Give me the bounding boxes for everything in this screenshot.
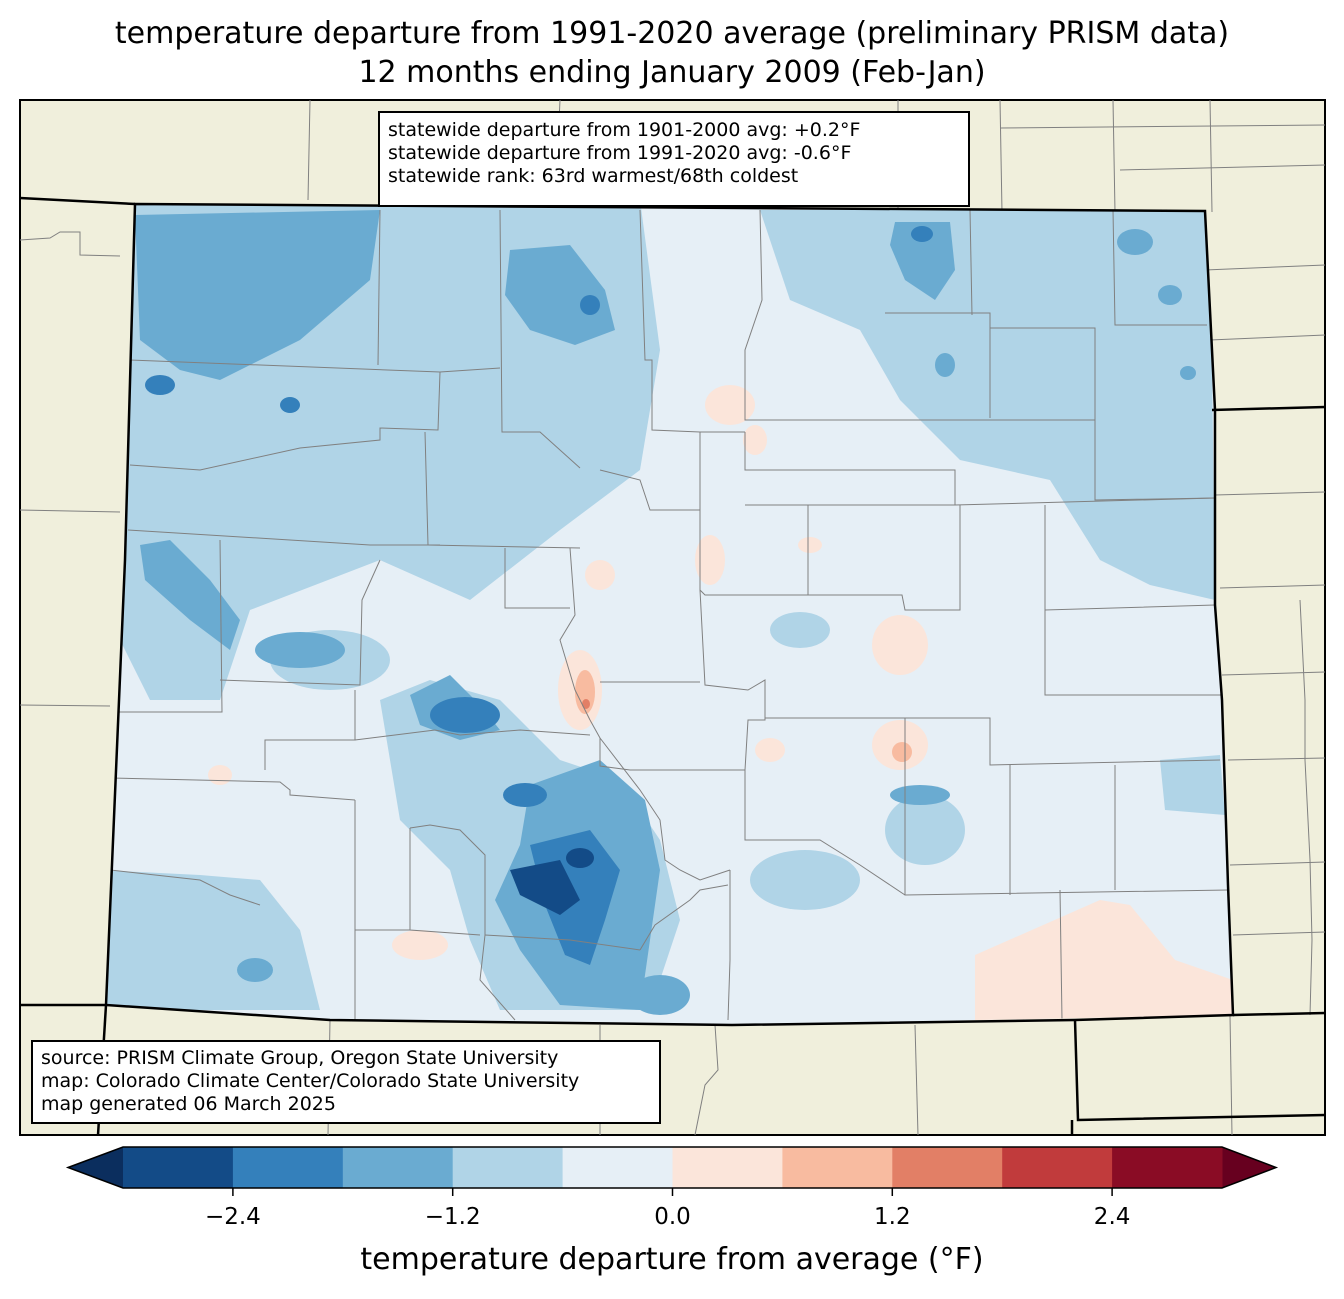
colorbar-bin [672,1147,783,1188]
colorbar-tick-label: 2.4 [1093,1204,1131,1230]
stats-departure-1901-2000: statewide departure from 1901-2000 avg: … [388,119,861,141]
colorbar-tick-label: 1.2 [874,1204,911,1230]
colorbar-bin [232,1147,344,1188]
source-credit: source: PRISM Climate Group, Oregon Stat… [41,1047,559,1069]
colorbar-bin [123,1147,234,1188]
colorbar-tick-label: −1.2 [424,1204,481,1230]
county-lines [109,209,1229,1021]
colorbar-bin [892,1147,1003,1188]
source-box: source: PRISM Climate Group, Oregon Stat… [31,1040,661,1124]
map-title-line-1: temperature departure from 1991-2020 ave… [114,16,1230,51]
colorbar-extend-low [68,1147,123,1188]
map-generated-date: map generated 06 March 2025 [41,1093,336,1115]
neighbor-county-lines [19,99,1326,1136]
stats-departure-1991-2020: statewide departure from 1991-2020 avg: … [388,142,852,164]
colorbar-extend-high [1222,1147,1276,1188]
map-credit: map: Colorado Climate Center/Colorado St… [41,1070,580,1092]
colorbar-bin [1112,1147,1223,1188]
colorbar-bin [342,1147,454,1188]
colorbar-label: temperature departure from average (°F) [360,1242,984,1277]
map-title-line-2: 12 months ending January 2009 (Feb-Jan) [358,55,986,90]
colorado-departure-field [106,204,1233,1025]
statewide-stats-box: statewide departure from 1901-2000 avg: … [378,111,970,207]
colorbar-bin [452,1147,564,1188]
colorbar-bin [782,1147,893,1188]
stats-rank: statewide rank: 63rd warmest/68th coldes… [388,165,799,187]
colorbar-bin [562,1147,673,1188]
colorbar [65,1146,1279,1196]
colorbar-bin [1002,1147,1113,1188]
colorbar-tick-label: −2.4 [204,1204,261,1230]
colorbar-outline [65,1146,1279,1189]
colorbar-tick-label: 0.0 [654,1204,691,1230]
